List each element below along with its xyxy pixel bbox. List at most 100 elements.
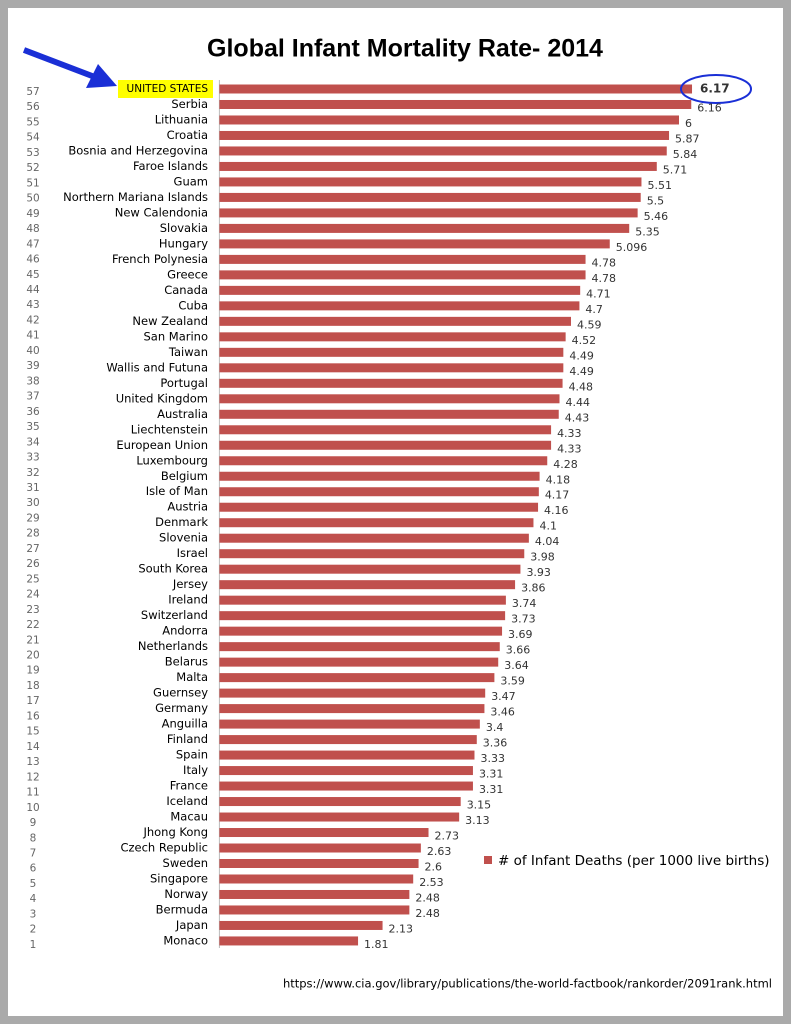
value-label: 3.66 <box>506 644 530 657</box>
value-label: 5.096 <box>616 241 648 254</box>
bar <box>219 843 421 853</box>
bar <box>219 316 571 326</box>
bar <box>219 177 642 187</box>
value-label: 3.74 <box>512 597 537 610</box>
rank-label: 45 <box>26 269 39 281</box>
category-label: Canada <box>164 283 208 297</box>
rank-label: 40 <box>26 345 39 357</box>
bar <box>219 781 473 791</box>
value-label: 3.4 <box>486 721 504 734</box>
category-label: Guernsey <box>153 686 208 700</box>
bar <box>219 673 495 683</box>
category-label: Slovakia <box>160 221 208 235</box>
bar <box>219 626 503 636</box>
value-label: 3.46 <box>490 706 515 719</box>
value-label: 4.1 <box>539 520 557 533</box>
rank-label: 20 <box>26 650 39 662</box>
category-label: European Union <box>116 438 208 452</box>
rank-label: 46 <box>26 254 40 266</box>
value-label: 4.52 <box>572 334 597 347</box>
bar <box>219 828 429 838</box>
category-label: Jhong Kong <box>142 825 208 839</box>
rank-label: 37 <box>26 391 39 403</box>
value-label: 4.28 <box>553 458 578 471</box>
value-label: 2.63 <box>427 845 452 858</box>
category-label: Anguilla <box>162 717 208 731</box>
rank-label: 22 <box>26 619 39 631</box>
value-label: 5.46 <box>644 210 669 223</box>
bar <box>219 518 534 528</box>
bar <box>219 704 485 714</box>
bar <box>219 425 552 435</box>
bar <box>219 719 480 729</box>
rank-label: 15 <box>26 726 39 738</box>
category-label: Guam <box>174 174 208 188</box>
category-label: Cuba <box>178 298 208 312</box>
chart-title: Global Infant Mortality Rate- 2014 <box>207 35 603 63</box>
bar <box>219 223 630 233</box>
rank-label: 35 <box>26 421 39 433</box>
category-label: Belgium <box>161 469 208 483</box>
rank-label: 31 <box>26 482 39 494</box>
value-label: 2.13 <box>389 922 414 935</box>
bar <box>219 611 506 621</box>
rank-label: 32 <box>26 467 39 479</box>
value-label: 4.18 <box>546 473 571 486</box>
category-label: Norway <box>164 887 208 901</box>
bar <box>219 84 693 94</box>
bar <box>219 456 548 466</box>
category-label: Netherlands <box>138 639 208 653</box>
rank-label: 1 <box>30 939 37 951</box>
category-label: Austria <box>167 500 208 514</box>
category-label: UNITED STATES <box>127 83 209 95</box>
value-label: 6.16 <box>697 101 722 114</box>
bar <box>219 750 475 760</box>
value-label: 2.53 <box>419 876 444 889</box>
bar <box>219 688 486 698</box>
rank-label: 30 <box>26 497 39 509</box>
category-label: Finland <box>167 732 208 746</box>
bar <box>219 642 500 652</box>
value-label: 3.73 <box>511 613 536 626</box>
bar <box>219 859 419 868</box>
highlight-oval <box>680 74 753 104</box>
value-label: 2.6 <box>425 861 443 874</box>
value-label: 3.98 <box>530 551 555 564</box>
category-label: Germany <box>155 701 208 715</box>
category-label: Switzerland <box>141 608 208 622</box>
bar <box>219 502 539 512</box>
rank-label: 14 <box>26 741 40 753</box>
value-label: 3.13 <box>465 814 490 827</box>
category-label: Luxembourg <box>136 453 208 467</box>
bar <box>219 347 564 357</box>
rank-label: 53 <box>26 147 39 159</box>
rank-label: 8 <box>30 832 37 844</box>
category-label: Singapore <box>150 871 208 885</box>
rank-label: 17 <box>26 695 39 707</box>
bar <box>219 146 667 156</box>
category-label: New Calendonia <box>115 205 208 219</box>
rank-label: 36 <box>26 406 40 418</box>
value-label: 2.48 <box>415 891 440 904</box>
bar <box>219 533 529 543</box>
category-label: Taiwan <box>168 345 208 359</box>
value-label: 1.81 <box>364 938 389 951</box>
value-label: 6 <box>685 117 692 130</box>
rank-label: 3 <box>30 908 37 920</box>
bar <box>219 99 692 109</box>
value-label: 3.36 <box>483 737 508 750</box>
bar <box>219 874 414 884</box>
value-label: 4.33 <box>557 442 582 455</box>
category-label: Northern Mariana Islands <box>63 190 208 204</box>
category-label: Czech Republic <box>120 841 208 855</box>
category-label: United Kingdom <box>116 391 208 405</box>
bar <box>219 580 516 590</box>
bar <box>219 889 410 899</box>
value-label: 3.31 <box>479 768 504 781</box>
category-label: Israel <box>177 546 208 560</box>
category-label: Liechtenstein <box>131 422 208 436</box>
source: https://www.cia.gov/library/publications… <box>283 977 772 991</box>
bar <box>219 797 461 807</box>
rank-label: 13 <box>26 756 39 768</box>
category-label: Sweden <box>163 856 208 870</box>
